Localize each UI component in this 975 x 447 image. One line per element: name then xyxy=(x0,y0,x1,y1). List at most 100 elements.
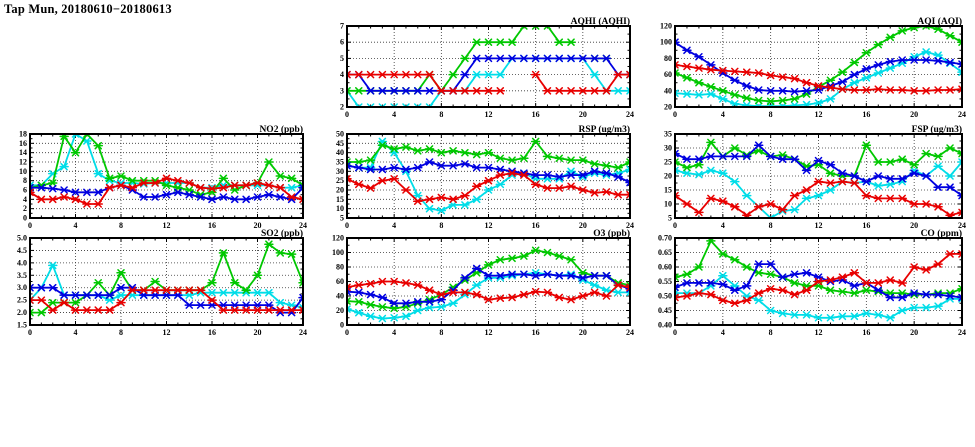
rsp-xtick: 24 xyxy=(626,221,634,230)
aqhi-ytick: 4 xyxy=(340,70,344,79)
no2-ytick: 10 xyxy=(19,167,27,176)
aqi-ytick: 80 xyxy=(664,54,672,63)
aqhi-xtick: 4 xyxy=(392,110,396,119)
rsp-title: RSP (ug/m3) xyxy=(579,124,630,135)
so2-ytick: 2.5 xyxy=(17,296,27,305)
no2-xtick: 24 xyxy=(299,221,307,230)
chart-o3: 0 20 40 60 80 100 120 0 4 8 12 16 20 24 O3 (ppb) xyxy=(317,228,642,341)
fsp-xtick: 16 xyxy=(862,221,870,230)
aqhi-plot: 2 3 4 5 6 7 0 4 8 12 16 20 24 AQHI (AQHI) xyxy=(340,16,634,119)
rsp-frame xyxy=(346,133,631,219)
so2-xtick: 4 xyxy=(74,328,78,337)
so2-xtick: 12 xyxy=(163,328,171,337)
so2-xtick: 16 xyxy=(208,328,216,337)
rsp-ytick: 40 xyxy=(336,148,344,157)
co-plot: 0.40 0.45 0.50 0.55 0.60 0.65 0.70 0 4 8 12 16 20 24 C… xyxy=(658,228,966,337)
o3-frame xyxy=(346,237,631,326)
no2-ytick: 0 xyxy=(23,214,27,223)
so2-ytick: 1.5 xyxy=(17,321,27,330)
aqhi-xtick: 24 xyxy=(626,110,634,119)
rsp-xtick: 16 xyxy=(532,221,540,230)
rsp-xtick: 12 xyxy=(485,221,493,230)
so2-plot: 1.5 2.0 2.5 3.0 3.5 4.0 4.5 5.0 0 4 8 12 16 20 24 SO2 (… xyxy=(17,228,307,337)
chart-no2: 0 2 4 6 8 10 12 14 16 18 0 4 8 12 16 20 24 NO2 (ppb) xyxy=(0,124,315,234)
no2-xtick: 12 xyxy=(163,221,171,230)
no2-xtick: 0 xyxy=(28,221,32,230)
page-title: Tap Mun, 20180610−20180613 xyxy=(4,2,172,16)
co-xtick: 16 xyxy=(862,328,870,337)
o3-ytick: 80 xyxy=(336,263,344,272)
aqi-ytick: 60 xyxy=(664,70,672,79)
aqi-xtick: 0 xyxy=(673,110,677,119)
chart-co: 0.40 0.45 0.50 0.55 0.60 0.65 0.70 0 4 8 12 16 20 24 C… xyxy=(645,228,974,341)
aqi-blue-line xyxy=(674,41,963,93)
aqhi-frame xyxy=(346,25,631,108)
aqi-ytick: 100 xyxy=(660,38,672,47)
fsp-xtick: 12 xyxy=(815,221,823,230)
co-xtick: 12 xyxy=(815,328,823,337)
so2-frame xyxy=(29,237,304,326)
fsp-xtick: 8 xyxy=(769,221,773,230)
chart-so2: 1.5 2.0 2.5 3.0 3.5 4.0 4.5 5.0 0 4 8 12 16 20 24 SO2 (… xyxy=(0,228,315,341)
so2-ytick: 3.5 xyxy=(17,271,27,280)
aqi-cyan-markers xyxy=(674,48,963,108)
aqi-xtick: 4 xyxy=(721,110,725,119)
aqhi-ytick: 3 xyxy=(340,86,344,95)
no2-ytick: 18 xyxy=(19,130,27,139)
o3-ytick: 120 xyxy=(332,234,344,243)
co-ytick: 0.60 xyxy=(658,263,672,272)
aqi-ytick: 40 xyxy=(664,86,672,95)
o3-ytick: 0 xyxy=(340,321,344,330)
no2-xtick: 4 xyxy=(74,221,78,230)
co-xtick: 24 xyxy=(958,328,966,337)
so2-blue-line xyxy=(29,286,304,314)
rsp-xtick: 4 xyxy=(392,221,396,230)
so2-xtick: 20 xyxy=(254,328,262,337)
rsp-ytick: 35 xyxy=(336,158,344,167)
rsp-ytick: 30 xyxy=(336,167,344,176)
co-ytick: 0.45 xyxy=(658,306,672,315)
o3-title: O3 (ppb) xyxy=(593,228,630,239)
no2-ytick: 16 xyxy=(19,139,27,148)
rsp-green-line xyxy=(346,139,631,169)
co-ytick: 0.40 xyxy=(658,321,672,330)
fsp-title: FSP (ug/m3) xyxy=(912,124,962,135)
fsp-red-line xyxy=(674,180,963,217)
aqi-xtick: 8 xyxy=(769,110,773,119)
co-title: CO (ppm) xyxy=(921,228,962,239)
no2-frame xyxy=(29,133,304,219)
aqhi-title: AQHI (AQHI) xyxy=(571,16,630,27)
so2-xtick: 0 xyxy=(28,328,32,337)
rsp-ytick: 45 xyxy=(336,139,344,148)
co-ytick: 0.50 xyxy=(658,292,672,301)
fsp-ytick: 10 xyxy=(664,200,672,209)
o3-ytick: 60 xyxy=(336,277,344,286)
rsp-ytick: 5 xyxy=(340,214,344,223)
aqi-xtick: 24 xyxy=(958,110,966,119)
o3-xtick: 0 xyxy=(345,328,349,337)
fsp-xtick: 20 xyxy=(910,221,918,230)
so2-ytick: 4.0 xyxy=(17,258,27,267)
fsp-ytick: 25 xyxy=(664,158,672,167)
so2-ytick: 4.5 xyxy=(17,246,27,255)
rsp-ytick: 20 xyxy=(336,186,344,195)
chart-aqhi: 2 3 4 5 6 7 0 4 8 12 16 20 24 AQHI (AQHI) xyxy=(317,16,642,123)
rsp-xtick: 8 xyxy=(439,221,443,230)
o3-ytick: 100 xyxy=(332,248,344,257)
o3-plot: 0 20 40 60 80 100 120 0 4 8 12 16 20 24 O3 (ppb) xyxy=(332,228,634,337)
o3-ytick: 20 xyxy=(336,306,344,315)
chart-fsp: 5 10 15 20 25 30 35 0 4 8 12 16 20 24 FSP (ug/m3) xyxy=(645,124,974,234)
no2-ytick: 2 xyxy=(23,204,27,213)
fsp-xtick: 4 xyxy=(721,221,725,230)
rsp-ytick: 15 xyxy=(336,195,344,204)
o3-xtick: 20 xyxy=(579,328,587,337)
o3-ytick: 40 xyxy=(336,292,344,301)
aqhi-xtick: 12 xyxy=(485,110,493,119)
aqi-xtick: 20 xyxy=(910,110,918,119)
aqi-ytick: 20 xyxy=(664,103,672,112)
chart-aqi: 20 40 60 80 100 120 0 4 8 12 16 20 24 AQI (AQI) xyxy=(645,16,974,123)
co-ytick: 0.70 xyxy=(658,234,672,243)
aqhi-ytick: 6 xyxy=(340,38,344,47)
fsp-ytick: 15 xyxy=(664,186,672,195)
